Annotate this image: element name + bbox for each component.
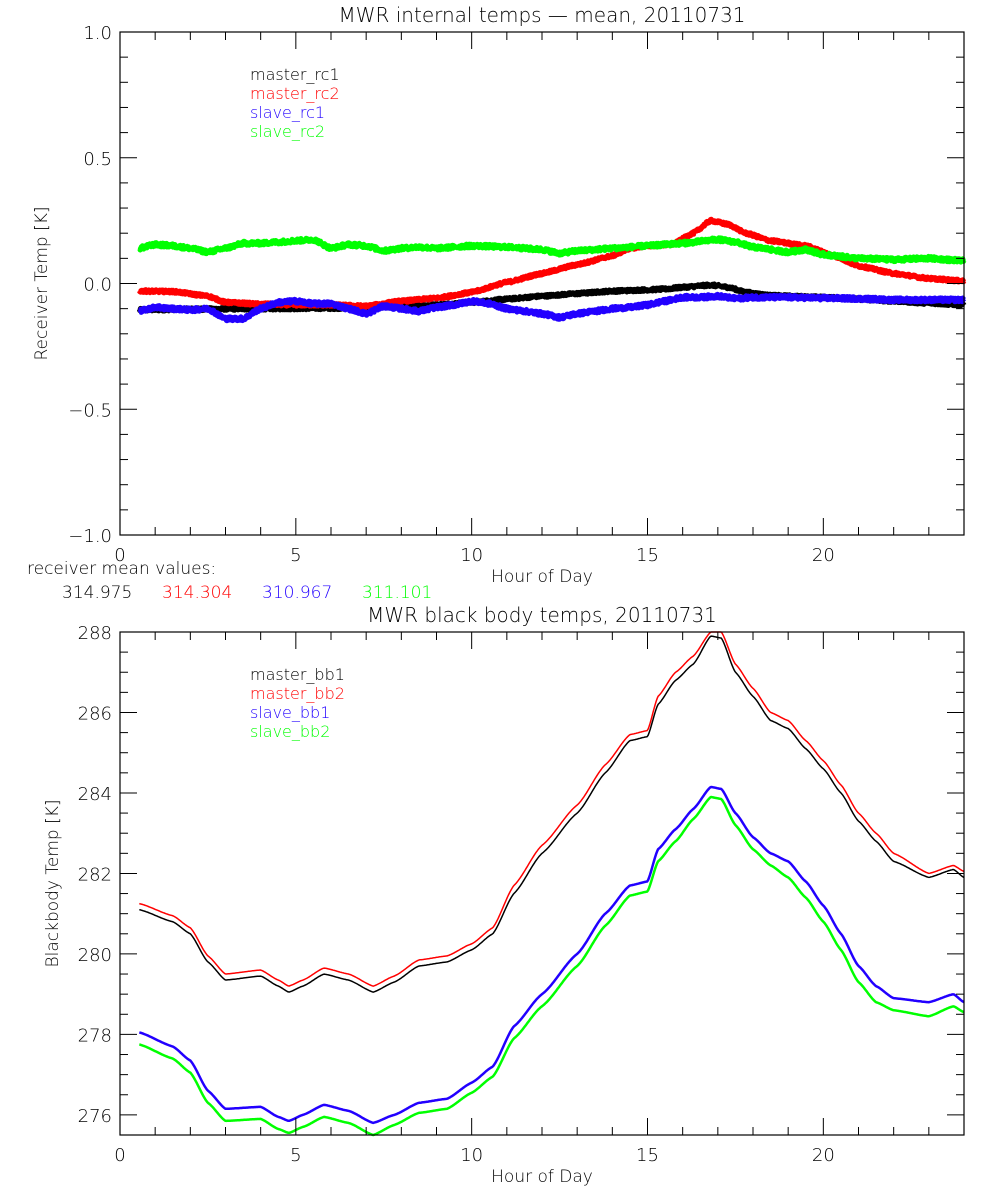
legend-entry: slave_rc1: [250, 103, 325, 122]
x-tick-label: 15: [636, 1145, 659, 1166]
y-tick-label: 284: [78, 784, 112, 805]
series-group: [138, 631, 965, 1137]
left-margin: [0, 26, 120, 541]
series-line-master_bb2: [139, 631, 965, 987]
mean-values-label: receiver mean values:: [27, 559, 216, 579]
series-line-slave_rc2: [137, 235, 967, 265]
x-tick-label: 0: [114, 1145, 125, 1166]
x-axis: 0 5 10 15 20 Hour of Day: [114, 32, 965, 587]
x-tick-label: 20: [812, 1145, 835, 1166]
plot-frame: [119, 631, 965, 1136]
y-axis-label: Blackbody Temp [K]: [43, 799, 63, 967]
x-tick-label: 15: [636, 545, 659, 566]
y-tick-label: −1.0: [68, 526, 112, 547]
mean-value: 314.975: [62, 583, 132, 603]
legend-entry: master_rc2: [250, 84, 340, 103]
y-tick-label: 0.0: [83, 275, 112, 296]
x-tick-label: 5: [290, 1145, 301, 1166]
y-tick-label: 282: [78, 864, 112, 885]
y-tick-label: 286: [78, 703, 112, 724]
y-tick-label: 278: [78, 1025, 112, 1046]
legend-entry: master_bb2: [250, 684, 345, 703]
series-line-master_bb1: [139, 635, 965, 993]
series-line-slave_rc1: [137, 291, 967, 324]
x-tick-label: 5: [290, 545, 301, 566]
y-tick-label: 1.0: [83, 23, 112, 44]
x-tick-label: 20: [812, 545, 835, 566]
mean-value: 310.967: [262, 583, 332, 603]
x-tick-label: 10: [460, 545, 483, 566]
plot-frame: [119, 31, 965, 536]
y-axis: 276 278 280 282 284 286 288 Blackbody Temp [K]: [43, 623, 964, 1136]
x-axis-label: Hour of Day: [491, 1167, 593, 1187]
y-tick-label: 0.5: [83, 149, 112, 170]
y-tick-label: 280: [78, 945, 112, 966]
series-line-slave_bb1: [138, 785, 965, 1125]
receiver-mean-values: receiver mean values: 314.975 314.304 310.9…: [27, 559, 432, 603]
chart-title: MWR internal temps — mean, 20110731: [338, 3, 745, 27]
legend-entry: slave_bb2: [250, 722, 330, 741]
y-tick-label: 288: [78, 623, 112, 644]
y-axis: −1.0 −0.5 0.0 0.5 1.0 Receiver Temp [K]: [32, 23, 964, 547]
legend-entry: slave_rc2: [250, 122, 325, 141]
series-group: [136, 216, 967, 324]
x-axis: 0 5 10 15 20 Hour of Day: [114, 632, 965, 1187]
y-tick-label: 276: [78, 1106, 112, 1127]
blackbody-temp-chart: MWR black body temps, 20110731 0 5 10 15 20 Ho…: [0, 603, 965, 1187]
y-tick-label: −0.5: [68, 400, 112, 421]
x-tick-label: 0: [114, 545, 125, 566]
mean-value: 311.101: [362, 583, 432, 603]
receiver-temp-chart: MWR internal temps — mean, 20110731 0 5 10 1…: [0, 3, 967, 603]
x-axis-label: Hour of Day: [491, 567, 593, 587]
legend-entry: master_rc1: [250, 65, 340, 84]
left-margin: [0, 626, 120, 1141]
x-tick-label: 10: [460, 1145, 483, 1166]
mean-value: 314.304: [162, 583, 232, 603]
legend-entry: master_bb1: [250, 665, 345, 684]
y-axis-label: Receiver Temp [K]: [32, 206, 52, 360]
series-line-slave_bb2: [139, 795, 965, 1137]
chart-title: MWR black body temps, 20110731: [367, 603, 717, 627]
legend-entry: slave_bb1: [250, 703, 330, 722]
